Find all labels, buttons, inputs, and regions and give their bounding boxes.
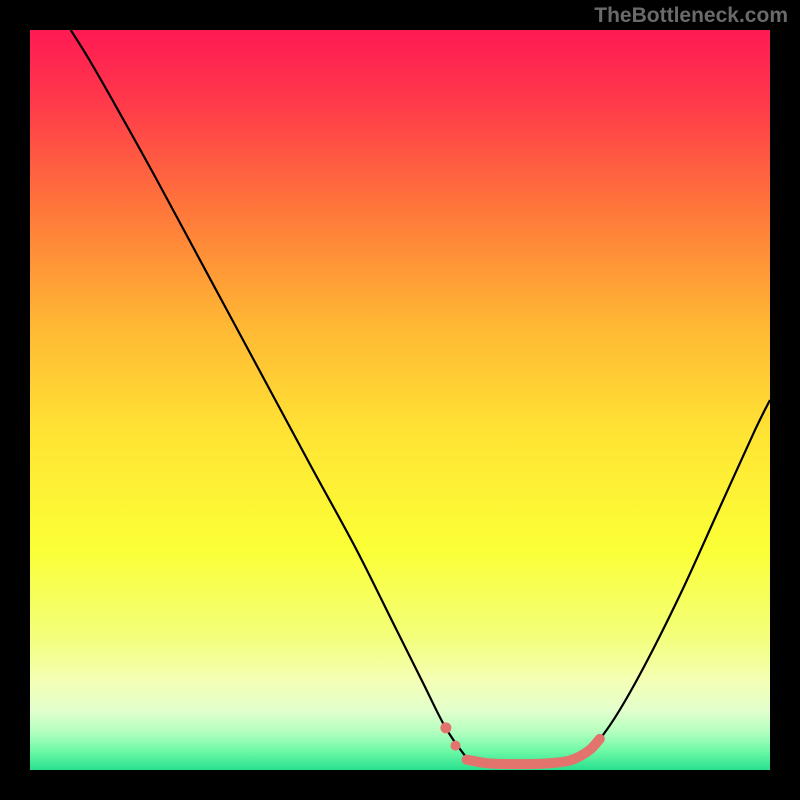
highlight-dot bbox=[440, 722, 451, 733]
bottleneck-curve-chart bbox=[30, 30, 770, 770]
plot-background bbox=[30, 30, 770, 770]
chart-outer-frame: TheBottleneck.com bbox=[0, 0, 800, 800]
watermark-text: TheBottleneck.com bbox=[594, 4, 788, 28]
highlight-dot bbox=[451, 741, 461, 751]
